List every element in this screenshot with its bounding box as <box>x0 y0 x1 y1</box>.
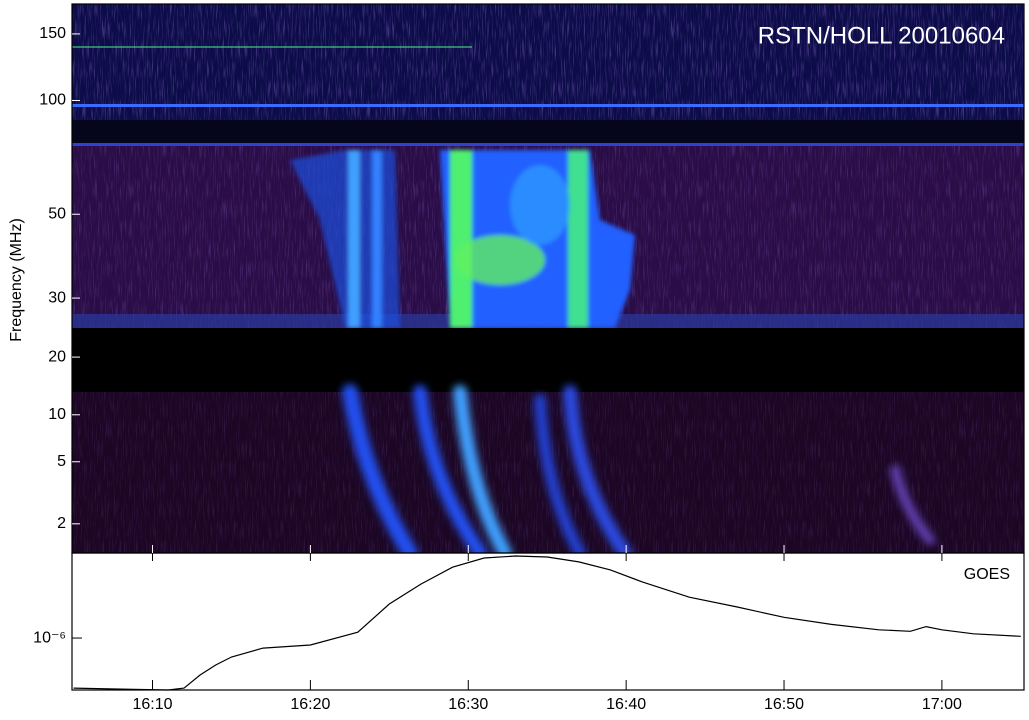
y-tick-label: 100 <box>39 92 66 109</box>
goes-line <box>73 555 1021 691</box>
x-tick-label: 16:10 <box>132 696 172 713</box>
x-tick-label: 16:20 <box>290 696 330 713</box>
y-tick-label: 10 <box>48 406 66 423</box>
goes-frame <box>71 552 1025 691</box>
spectrogram-annotation: RSTN/HOLL 20010604 <box>758 22 1005 49</box>
y-tick-label: 150 <box>39 25 66 42</box>
x-tick-label: 16:30 <box>448 696 488 713</box>
y-tick-label: 20 <box>48 348 66 365</box>
y-tick-label: 30 <box>48 289 66 306</box>
y-tick-label: 10⁻⁶ <box>33 629 66 646</box>
goes-annotation: GOES <box>964 566 1010 583</box>
spectrogram-image <box>72 4 1024 553</box>
y-axis-label: Frequency (MHz) <box>8 218 25 342</box>
y-tick-label: 2 <box>57 515 66 532</box>
x-tick-label: 17:00 <box>922 696 962 713</box>
y-tick-label: 50 <box>48 205 66 222</box>
x-tick-label: 16:40 <box>606 696 646 713</box>
y-tick-label: 5 <box>57 453 66 470</box>
x-tick-label: 16:50 <box>764 696 804 713</box>
